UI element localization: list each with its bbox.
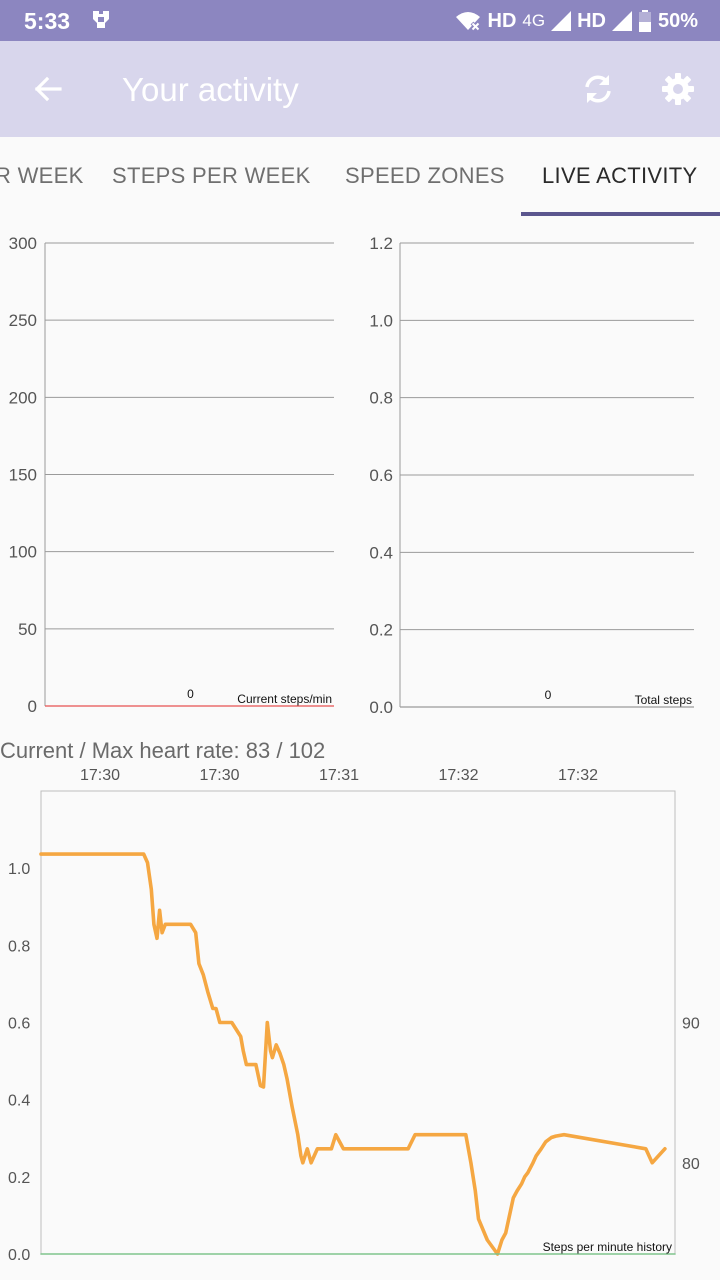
battery-icon	[638, 10, 652, 32]
legend-label: Total steps	[635, 693, 692, 707]
y-tick-label: 150	[9, 466, 37, 485]
y-tick-label: 100	[9, 543, 37, 562]
arrow-left-icon	[34, 76, 62, 102]
tab-partial-week[interactable]: R WEEK	[0, 163, 84, 188]
back-button[interactable]	[22, 63, 74, 115]
y-tick-label: 50	[18, 620, 37, 639]
y-tick-label: 1.0	[369, 311, 393, 330]
status-indicators: HD 4G HD 50%	[454, 7, 698, 35]
y-tick-label: 0.0	[369, 698, 393, 717]
y-right-tick-label: 90	[682, 1016, 700, 1033]
bar-value-label: 0	[187, 687, 194, 701]
y-left-tick-label: 0.4	[8, 1093, 30, 1110]
tab-live-activity[interactable]: LIVE ACTIVITY	[542, 163, 698, 188]
y-tick-label: 0.8	[369, 389, 393, 408]
x-tick-label: 17:31	[319, 767, 359, 784]
network-hd-2: HD	[577, 9, 606, 32]
tab-speed-zones[interactable]: SPEED ZONES	[345, 163, 505, 188]
network-4g: 4G	[522, 11, 546, 30]
status-bar: 5:33 HD 4G HD 5	[0, 0, 720, 41]
legend-label: Current steps/min	[237, 692, 332, 706]
y-tick-label: 300	[9, 234, 37, 253]
heart-rate-line	[39, 852, 667, 1256]
tab-steps-per-week[interactable]: STEPS PER WEEK	[112, 163, 311, 188]
y-tick-label: 0.2	[369, 621, 393, 640]
x-tick-label: 17:30	[199, 767, 239, 784]
plot-frame	[40, 790, 676, 1255]
x-tick-label: 17:32	[438, 767, 478, 784]
y-tick-label: 200	[9, 388, 37, 407]
battery-percent: 50%	[657, 9, 698, 32]
y-right-tick-label: 80	[682, 1156, 700, 1173]
gear-icon	[662, 73, 694, 105]
app-bar: Your activity	[0, 41, 720, 137]
x-tick-label: 17:32	[558, 767, 598, 784]
x-tick-label: 17:30	[80, 767, 120, 784]
signal-icon	[551, 11, 572, 31]
notification-icon	[90, 8, 112, 32]
y-left-tick-label: 1.0	[8, 861, 30, 878]
y-left-tick-label: 0.8	[8, 938, 30, 955]
legend-label: Steps per minute history	[543, 1240, 672, 1254]
y-tick-label: 250	[9, 311, 37, 330]
y-tick-label: 1.2	[369, 234, 393, 253]
y-tick-label: 0.4	[369, 543, 393, 562]
bar-value-label: 0	[545, 688, 552, 702]
y-tick-label: 0.6	[369, 466, 393, 485]
y-tick-label: 0	[28, 697, 37, 716]
signal-icon-2	[611, 11, 632, 31]
wifi-off-icon	[454, 10, 482, 32]
network-hd-1: HD	[487, 9, 517, 32]
refresh-icon	[585, 75, 611, 103]
page-title: Your activity	[122, 71, 299, 108]
y-left-tick-label: 0.0	[8, 1247, 30, 1264]
tab-indicator	[521, 212, 720, 216]
tab-bar: R WEEK STEPS PER WEEK SPEED ZONES LIVE A…	[0, 137, 720, 217]
status-time: 5:33	[24, 8, 71, 34]
settings-button[interactable]	[652, 63, 704, 115]
heart-rate-text: Current / Max heart rate: 83 / 102	[0, 738, 326, 763]
y-left-tick-label: 0.6	[8, 1016, 30, 1033]
refresh-button[interactable]	[572, 63, 624, 115]
y-left-tick-label: 0.2	[8, 1170, 30, 1187]
